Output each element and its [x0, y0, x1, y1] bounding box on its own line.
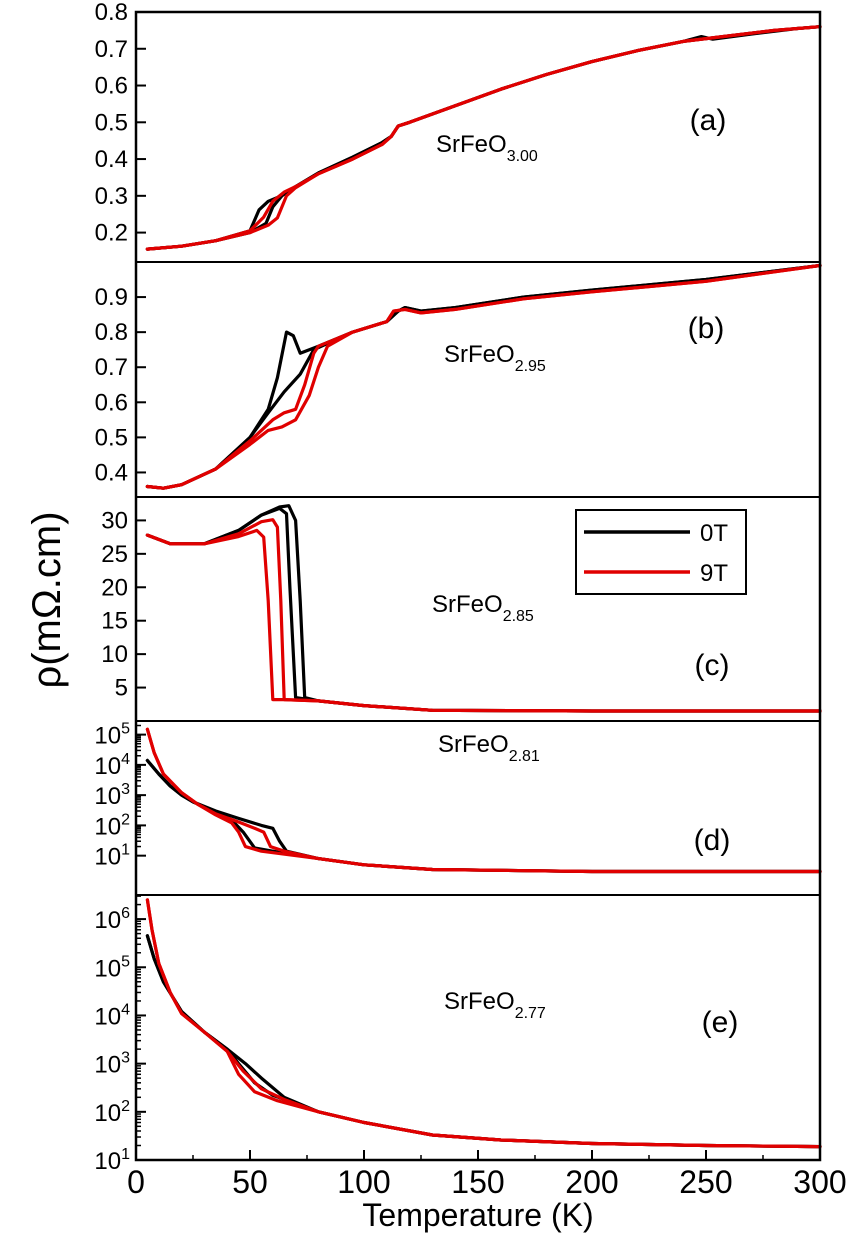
y-tick-label: 0.7	[95, 354, 128, 381]
y-axis-title: ρ(mΩ.cm)	[25, 511, 69, 688]
y-tick-label: 103	[94, 781, 130, 810]
series-line-9t	[145, 263, 822, 490]
series-line-9t	[145, 727, 822, 874]
y-tick-label: 0.6	[95, 389, 128, 416]
y-tick-label: 10	[101, 641, 128, 668]
series-line-9t	[145, 898, 822, 1149]
series-line-9t	[145, 528, 822, 713]
x-tick-label: 150	[451, 1164, 504, 1200]
y-tick-label: 105	[94, 953, 130, 982]
y-tick-label: 0.6	[95, 73, 128, 100]
y-tick-label: 105	[94, 721, 130, 750]
x-axis: 0 50 100 150 200 250 300	[127, 1150, 847, 1200]
y-tick-label: 30	[101, 507, 128, 534]
sample-label: SrFeO2.95	[444, 341, 546, 375]
y-tick-label: 103	[94, 1050, 130, 1079]
series-line-9t	[145, 25, 822, 251]
series-line-0t	[145, 263, 822, 490]
y-tick-label: 15	[101, 608, 128, 635]
y-tick-label: 0.7	[95, 36, 128, 63]
panel-tag: (a)	[690, 104, 727, 137]
series-line-0t	[145, 934, 822, 1149]
y-tick-label: 101	[94, 1146, 130, 1175]
panel-tag: (c)	[695, 649, 730, 682]
y-tick-label: 106	[94, 905, 130, 934]
y-tick-label: 20	[101, 574, 128, 601]
legend-label: 9T	[700, 560, 728, 587]
x-tick-label: 100	[337, 1164, 390, 1200]
y-tick-label: 0.9	[95, 284, 128, 311]
y-tick-label: 0.8	[95, 319, 128, 346]
y-tick-label: 0.5	[95, 424, 128, 451]
legend-label: 0T	[700, 520, 728, 547]
panel-tag: (e)	[702, 1006, 739, 1039]
y-tick-label: 0.8	[95, 0, 128, 26]
panel-e: 101 102 103 104 105 106 (e) SrFeO2.77	[94, 895, 822, 1175]
y-tick-label: 0.4	[95, 146, 128, 173]
y-tick-label: 0.4	[95, 459, 128, 486]
y-tick-label: 104	[94, 751, 130, 780]
y-tick-label: 0.5	[95, 109, 128, 136]
panel-tag: (b)	[688, 312, 725, 345]
sample-label: SrFeO2.77	[444, 988, 546, 1022]
x-tick-label: 50	[232, 1164, 268, 1200]
y-tick-label: 0.2	[95, 220, 128, 247]
panel-c: 5 10 15 20 25 30 (c) SrFeO2.85	[101, 504, 822, 713]
x-tick-label: 200	[565, 1164, 618, 1200]
panels-layer: 0.20.30.40.50.60.70.8(a)SrFeO3.000.40.50…	[94, 0, 822, 1175]
x-tick-label: 300	[793, 1164, 846, 1200]
x-axis-title: Temperature (K)	[362, 1197, 593, 1233]
x-tick-label: 250	[679, 1164, 732, 1200]
panel-tag: (d)	[694, 824, 731, 857]
panel-b: 0.4 0.5 0.6 0.7 0.8 0.9 (b) SrFeO2.95	[95, 263, 822, 490]
y-tick-label: 25	[101, 541, 128, 568]
x-tick-label: 0	[127, 1164, 145, 1200]
series-line-0t	[145, 934, 822, 1149]
sample-label: SrFeO2.81	[438, 731, 540, 765]
series-line-9t	[145, 263, 822, 490]
panel-a: 0.2 0.3 0.4 0.5 0.6 0.7 0.8 (a) SrFeO3.00	[95, 0, 822, 251]
y-tick-label: 101	[94, 842, 130, 871]
legend-box	[575, 509, 747, 595]
y-tick-label: 102	[94, 811, 130, 840]
sample-label: SrFeO3.00	[436, 131, 538, 165]
y-tick-label: 104	[94, 1001, 130, 1030]
y-tick-label: 102	[94, 1098, 130, 1127]
y-tick-label: 5	[115, 675, 128, 702]
sample-label: SrFeO2.85	[432, 591, 534, 625]
y-tick-label: 0.3	[95, 183, 128, 210]
series-line-0t	[145, 263, 822, 490]
